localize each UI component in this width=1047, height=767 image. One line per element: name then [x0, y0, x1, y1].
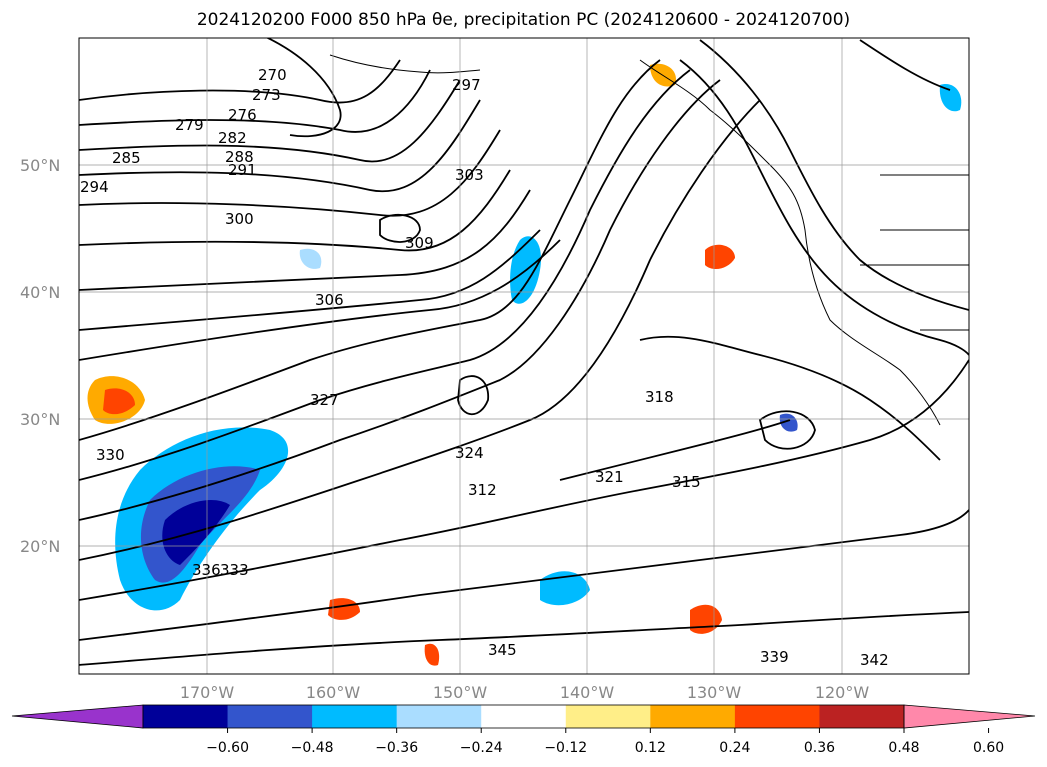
lat-label-50n: 50°N	[20, 156, 60, 175]
contour-label-345: 345	[488, 641, 517, 659]
colorbar: −0.60 −0.48 −0.36 −0.24 −0.12 0.12 0.24 0.36 0.4…	[11, 704, 1036, 756]
contour-label-300: 300	[225, 210, 254, 228]
contour-label-336: 336	[192, 561, 221, 579]
colorbar-cell	[819, 705, 905, 728]
colorbar-cell	[227, 705, 313, 728]
colorbar-tick-label: −0.36	[375, 740, 418, 756]
colorbar-tick-label: 0.12	[635, 740, 666, 756]
lat-label-20n: 20°N	[20, 537, 60, 556]
plot-frame	[78, 37, 970, 675]
colorbar-cell	[312, 705, 398, 728]
contour-label-294: 294	[80, 178, 109, 196]
colorbar-tick-label: 0.60	[973, 740, 1004, 756]
latitude-labels: 50°N 40°N 30°N 20°N	[20, 156, 60, 556]
contour-label-330: 330	[96, 446, 125, 464]
contour-label-288: 288	[225, 148, 254, 166]
contour-label-297: 297	[452, 76, 481, 94]
contour-label-285: 285	[112, 149, 141, 167]
graticule	[79, 38, 969, 674]
colorbar-cell	[565, 705, 651, 728]
contour-label-324: 324	[455, 444, 484, 462]
lat-label-30n: 30°N	[20, 410, 60, 429]
lon-label-150w: 150°W	[433, 683, 488, 702]
contour-label-339: 339	[760, 648, 789, 666]
contour-label-291: 291	[228, 161, 257, 179]
contour-label-276: 276	[228, 106, 257, 124]
contour-label-342: 342	[860, 651, 889, 669]
contour-label-321: 321	[595, 468, 624, 486]
colorbar-tick-label: −0.48	[291, 740, 334, 756]
contour-label-270: 270	[258, 66, 287, 84]
colorbar-cell	[650, 705, 736, 728]
colorbar-tick-label: 0.24	[719, 740, 750, 756]
plot-area	[79, 38, 969, 674]
contour-label-312: 312	[468, 481, 497, 499]
colorbar-frame	[142, 704, 905, 729]
lon-label-140w: 140°W	[560, 683, 615, 702]
contour-label-303: 303	[455, 166, 484, 184]
map-title: 2024120200 F000 850 hPa θe, precipitatio…	[196, 10, 851, 30]
colorbar-under-arrow	[11, 704, 144, 729]
colorbar-tick-label: −0.12	[544, 740, 587, 756]
lon-label-170w: 170°W	[180, 683, 235, 702]
contour-labels: 270 273 276 279 282 285 288 291 294 297 …	[80, 66, 889, 669]
contour-label-282: 282	[218, 129, 247, 147]
contour-label-306: 306	[315, 291, 344, 309]
contour-label-309: 309	[405, 234, 434, 252]
contour-label-327: 327	[310, 391, 339, 409]
colorbar-tick-label: −0.60	[206, 740, 249, 756]
longitude-labels: 170°W 160°W 150°W 140°W 130°W 120°W	[180, 683, 870, 702]
colorbar-tick-label: 0.36	[804, 740, 835, 756]
colorbar-cell	[396, 705, 482, 728]
colorbar-cell	[734, 705, 820, 728]
contour-label-279: 279	[175, 116, 204, 134]
lon-label-130w: 130°W	[687, 683, 742, 702]
colorbar-cell	[143, 705, 229, 728]
colorbar-over-arrow	[903, 704, 1036, 729]
colorbar-tick-label: 0.48	[888, 740, 919, 756]
colorbar-cell	[481, 705, 567, 728]
contour-label-333: 333	[220, 561, 249, 579]
theta-e-contours	[79, 38, 969, 666]
contour-label-318: 318	[645, 388, 674, 406]
lat-label-40n: 40°N	[20, 283, 60, 302]
contour-label-273: 273	[252, 86, 281, 104]
lon-label-160w: 160°W	[306, 683, 361, 702]
contour-label-315: 315	[672, 473, 701, 491]
colorbar-tick-label: −0.24	[460, 740, 503, 756]
lon-label-120w: 120°W	[815, 683, 870, 702]
